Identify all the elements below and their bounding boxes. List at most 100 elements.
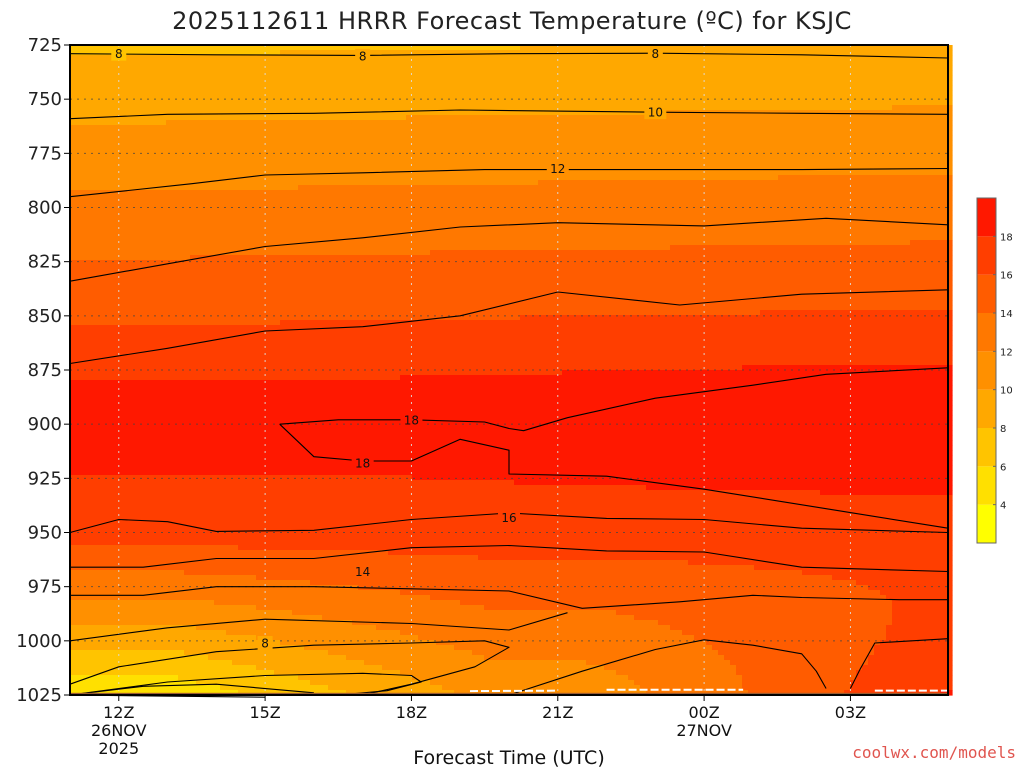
temperature-cell [778, 105, 785, 111]
temperature-cell [184, 95, 191, 101]
temperature-cell [376, 95, 383, 101]
temperature-cell [106, 165, 113, 171]
temperature-cell [322, 65, 329, 71]
temperature-cell [736, 210, 743, 216]
temperature-cell [130, 155, 137, 161]
temperature-cell [292, 65, 299, 71]
temperature-cell [322, 50, 329, 56]
temperature-cell [250, 90, 257, 96]
temperature-cell [784, 140, 791, 146]
temperature-cell [208, 175, 215, 181]
temperature-cell [796, 70, 803, 76]
temperature-cell [826, 135, 833, 141]
temperature-cell [856, 105, 863, 111]
temperature-cell [862, 45, 869, 51]
temperature-cell [688, 95, 695, 101]
temperature-cell [682, 185, 689, 191]
temperature-cell [760, 180, 767, 186]
temperature-cell [76, 180, 83, 186]
temperature-cell [298, 110, 305, 116]
temperature-cell [616, 115, 623, 121]
temperature-cell [850, 115, 857, 121]
temperature-cell [406, 150, 413, 156]
temperature-cell [256, 75, 263, 81]
temperature-cell [736, 95, 743, 101]
temperature-cell [358, 150, 365, 156]
temperature-cell [454, 140, 461, 146]
temperature-cell [892, 130, 899, 136]
temperature-cell [322, 140, 329, 146]
temperature-cell [724, 165, 731, 171]
temperature-cell [448, 160, 455, 166]
temperature-cell [400, 85, 407, 91]
temperature-cell [346, 95, 353, 101]
temperature-cell [844, 160, 851, 166]
temperature-cell [844, 120, 851, 126]
temperature-cell [268, 210, 275, 216]
temperature-cell [460, 60, 467, 66]
temperature-cell [850, 60, 857, 66]
temperature-cell [790, 210, 797, 216]
temperature-cell [850, 110, 857, 116]
temperature-cell [388, 150, 395, 156]
temperature-cell [154, 210, 161, 216]
temperature-cell [484, 135, 491, 141]
temperature-cell [346, 210, 353, 216]
temperature-cell [406, 80, 413, 86]
temperature-cell [826, 190, 833, 196]
temperature-cell [580, 140, 587, 146]
temperature-cell [526, 210, 533, 216]
temperature-cell [538, 175, 545, 181]
temperature-cell [904, 155, 911, 161]
temperature-cell [352, 210, 359, 216]
temperature-cell [358, 135, 365, 141]
temperature-cell [178, 205, 185, 211]
temperature-cell [178, 120, 185, 126]
temperature-cell [760, 100, 767, 106]
temperature-cell [430, 170, 437, 176]
temperature-cell [448, 100, 455, 106]
temperature-cell [196, 145, 203, 151]
temperature-cell [226, 65, 233, 71]
temperature-cell [484, 100, 491, 106]
temperature-cell [646, 60, 653, 66]
temperature-cell [484, 90, 491, 96]
temperature-cell [688, 180, 695, 186]
temperature-cell [214, 145, 221, 151]
temperature-cell [298, 55, 305, 61]
temperature-cell [934, 140, 941, 146]
temperature-cell [826, 85, 833, 91]
temperature-cell [94, 45, 101, 51]
temperature-cell [124, 180, 131, 186]
temperature-cell [928, 150, 935, 156]
temperature-cell [556, 50, 563, 56]
temperature-cell [802, 120, 809, 126]
temperature-cell [364, 195, 371, 201]
temperature-cell [910, 185, 917, 191]
temperature-cell [940, 155, 947, 161]
temperature-cell [604, 80, 611, 86]
temperature-cell [772, 95, 779, 101]
temperature-cell [700, 155, 707, 161]
temperature-cell [130, 50, 137, 56]
temperature-cell [160, 155, 167, 161]
temperature-cell [202, 125, 209, 131]
temperature-cell [118, 120, 125, 126]
temperature-cell [562, 195, 569, 201]
temperature-cell [526, 130, 533, 136]
temperature-cell [70, 135, 77, 141]
temperature-cell [874, 45, 881, 51]
temperature-cell [628, 155, 635, 161]
temperature-cell [316, 200, 323, 206]
temperature-cell [526, 170, 533, 176]
temperature-cell [820, 60, 827, 66]
temperature-cell [808, 70, 815, 76]
temperature-cell [628, 175, 635, 181]
temperature-cell [304, 145, 311, 151]
temperature-cell [832, 85, 839, 91]
temperature-cell [808, 90, 815, 96]
temperature-cell [454, 175, 461, 181]
temperature-cell [718, 135, 725, 141]
temperature-cell [706, 65, 713, 71]
temperature-cell [568, 145, 575, 151]
